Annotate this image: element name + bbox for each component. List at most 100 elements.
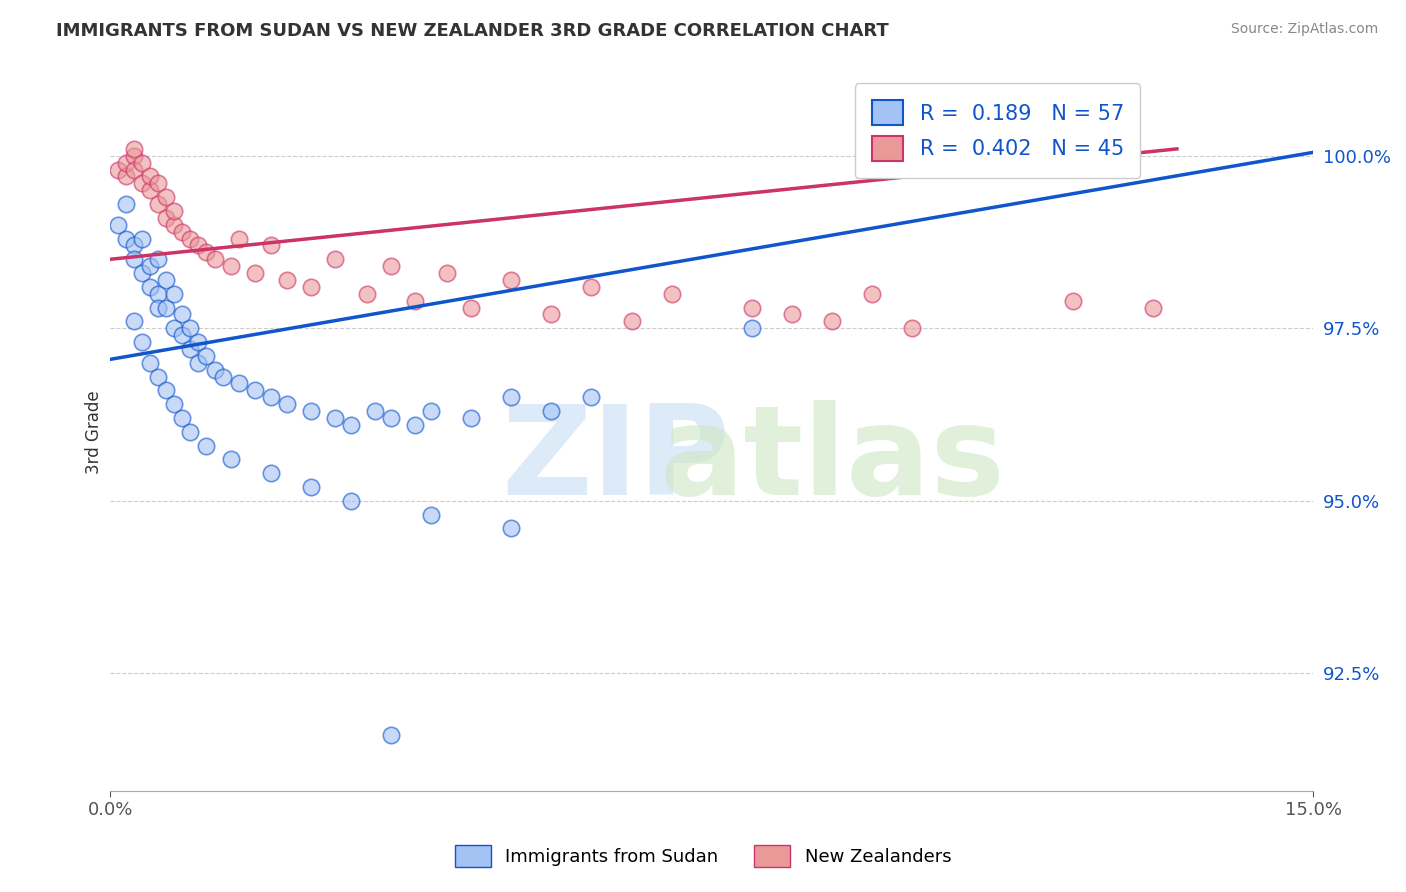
Point (155, 190, 177, 204)
Point (163, 204, 186, 219)
Point (172, 308, 194, 322)
Point (139, 169, 162, 184)
Point (540, 308, 562, 322)
Point (155, 384, 177, 398)
Point (420, 404, 443, 418)
Point (436, 266, 458, 280)
Point (228, 376, 250, 391)
Text: Source: ZipAtlas.com: Source: ZipAtlas.com (1230, 22, 1378, 37)
Point (501, 521, 523, 535)
Point (299, 280, 322, 294)
Point (323, 252, 346, 267)
Point (661, 286, 683, 301)
Point (139, 280, 162, 294)
Point (107, 218, 129, 232)
Point (195, 245, 218, 260)
Point (179, 321, 201, 335)
Point (163, 397, 186, 411)
Y-axis label: 3rd Grade: 3rd Grade (86, 390, 103, 474)
Point (420, 508, 443, 522)
Point (259, 238, 281, 252)
Legend: R =  0.189   N = 57, R =  0.402   N = 45: R = 0.189 N = 57, R = 0.402 N = 45 (855, 83, 1140, 178)
Point (187, 356, 209, 370)
Point (501, 273, 523, 287)
Point (131, 335, 153, 350)
Point (148, 177, 170, 191)
Point (163, 321, 186, 335)
Point (195, 349, 218, 363)
Point (620, 314, 643, 328)
Point (204, 252, 226, 267)
Point (1142, 301, 1164, 315)
Point (131, 177, 153, 191)
Point (259, 390, 281, 404)
Point (163, 286, 186, 301)
Point (155, 211, 177, 225)
Text: IMMIGRANTS FROM SUDAN VS NEW ZEALANDER 3RD GRADE CORRELATION CHART: IMMIGRANTS FROM SUDAN VS NEW ZEALANDER 3… (56, 22, 889, 40)
Point (115, 169, 138, 184)
Point (115, 197, 138, 211)
Point (243, 384, 266, 398)
Point (460, 411, 482, 425)
Point (148, 301, 170, 315)
Point (187, 335, 209, 350)
Point (404, 417, 426, 432)
Point (299, 404, 322, 418)
Point (115, 155, 138, 169)
Point (131, 231, 153, 245)
Point (124, 252, 146, 267)
Point (540, 404, 562, 418)
Point (1062, 293, 1084, 308)
Point (299, 480, 322, 494)
Point (148, 369, 170, 384)
Point (187, 238, 209, 252)
Point (780, 308, 803, 322)
Point (501, 390, 523, 404)
Legend: Immigrants from Sudan, New Zealanders: Immigrants from Sudan, New Zealanders (447, 838, 959, 874)
Point (228, 231, 250, 245)
Point (860, 286, 883, 301)
Point (741, 301, 763, 315)
Point (901, 321, 924, 335)
Point (404, 293, 426, 308)
Point (179, 425, 201, 439)
Point (148, 286, 170, 301)
Point (243, 266, 266, 280)
Point (148, 252, 170, 267)
Point (124, 238, 146, 252)
Point (124, 149, 146, 163)
Point (148, 197, 170, 211)
Point (380, 728, 402, 742)
Point (124, 142, 146, 156)
Point (356, 286, 378, 301)
Text: atlas: atlas (659, 400, 1005, 521)
Point (172, 225, 194, 239)
Point (139, 356, 162, 370)
Point (276, 397, 298, 411)
Point (124, 314, 146, 328)
Point (155, 301, 177, 315)
Point (581, 280, 603, 294)
Point (219, 259, 242, 273)
Point (163, 218, 186, 232)
Point (124, 162, 146, 177)
Point (276, 273, 298, 287)
Point (172, 328, 194, 343)
Point (821, 314, 844, 328)
Point (131, 155, 153, 169)
Point (364, 404, 387, 418)
Point (259, 466, 281, 480)
Point (741, 321, 763, 335)
Point (211, 369, 233, 384)
Point (155, 273, 177, 287)
Point (131, 266, 153, 280)
Text: ZIP: ZIP (501, 400, 730, 521)
Point (323, 411, 346, 425)
Point (139, 259, 162, 273)
Point (172, 411, 194, 425)
Point (460, 301, 482, 315)
Point (179, 231, 201, 245)
Point (115, 231, 138, 245)
Point (107, 162, 129, 177)
Point (195, 439, 218, 453)
